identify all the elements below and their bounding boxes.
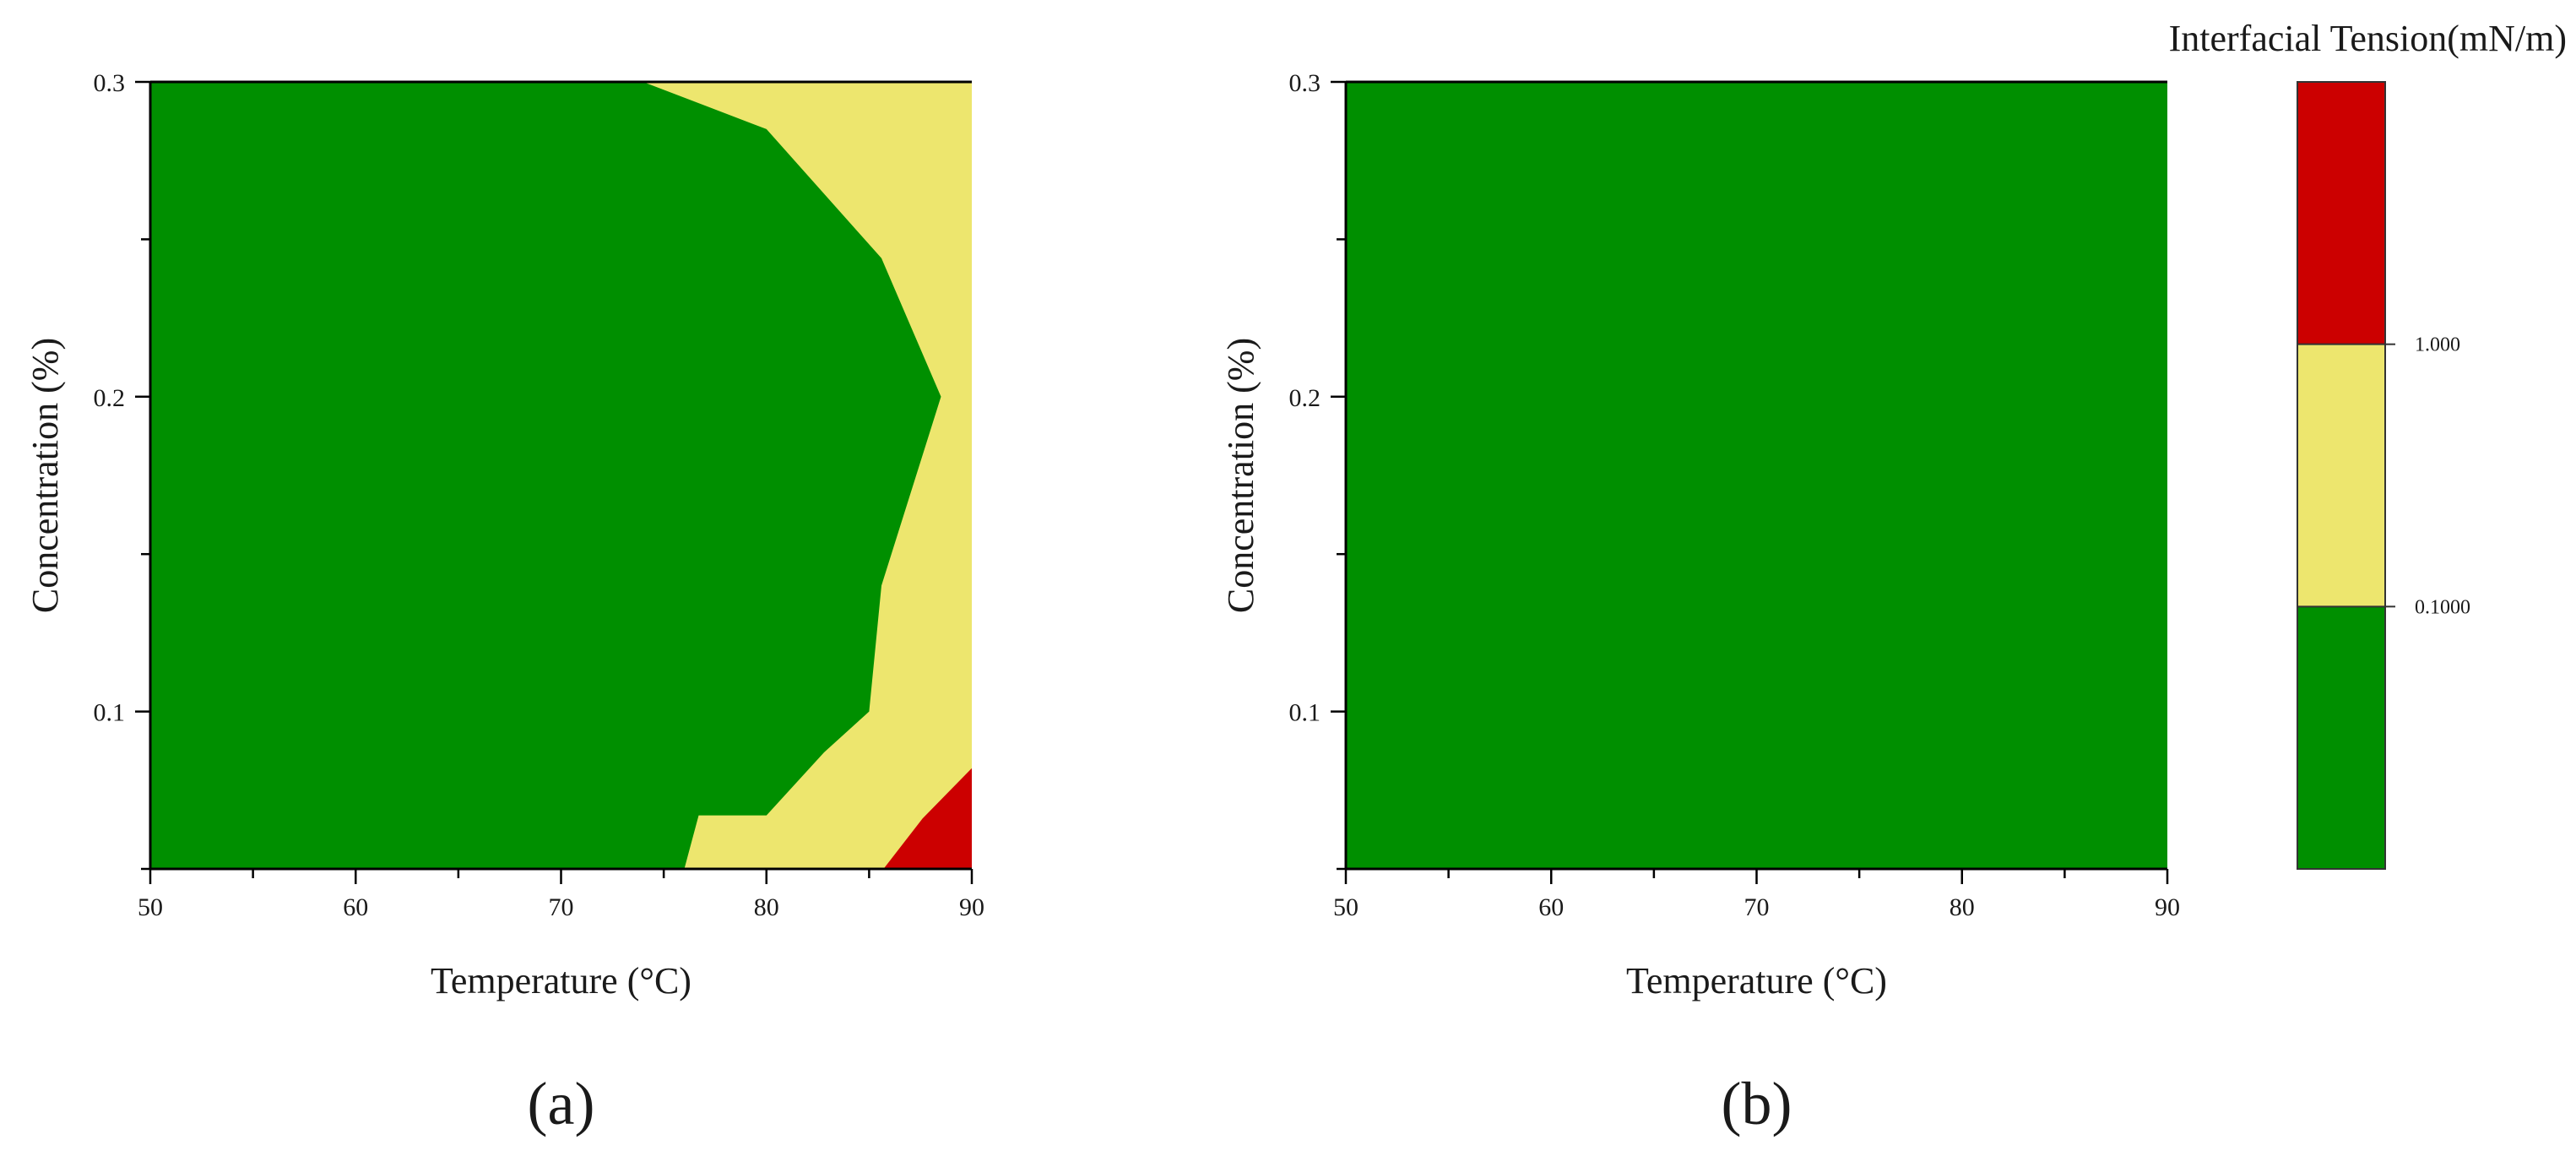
y-tick-label: 0.2 bbox=[1289, 384, 1321, 412]
y-tick-label: 0.1 bbox=[94, 699, 126, 727]
contour-region bbox=[883, 768, 972, 869]
x-tick-label: 60 bbox=[1538, 893, 1564, 921]
colorbar-label: 1.000 bbox=[2415, 334, 2460, 356]
contour-region bbox=[1346, 82, 2167, 869]
y-tick-label: 0.2 bbox=[94, 384, 126, 412]
x-tick-label: 80 bbox=[754, 893, 779, 921]
panel-label: (b) bbox=[1722, 1070, 1792, 1137]
y-axis-title: Concentration (%) bbox=[24, 338, 66, 613]
x-tick-label: 60 bbox=[343, 893, 368, 921]
x-axis-title: Temperature (°C) bbox=[431, 960, 691, 1001]
colorbar-swatch bbox=[2297, 344, 2385, 607]
colorbar: 1.000 0.1000 Interfacial Tension(mN/m) bbox=[2169, 18, 2567, 870]
y-tick-label: 0.3 bbox=[1289, 69, 1321, 97]
contour-region bbox=[643, 82, 972, 869]
x-tick-label: 50 bbox=[1333, 893, 1359, 921]
panel-a: 50 60 70 80 90 0.1 0.2 0.3 Temperature (°C) Conce… bbox=[24, 69, 984, 1137]
x-axis-title: Temperature (°C) bbox=[1626, 960, 1887, 1001]
y-tick-label: 0.1 bbox=[1289, 699, 1321, 727]
colorbar-title: Interfacial Tension(mN/m) bbox=[2169, 18, 2567, 59]
y-axis-title: Concentration (%) bbox=[1220, 338, 1261, 613]
colorbar-swatch bbox=[2297, 82, 2385, 345]
y-tick-label: 0.3 bbox=[94, 69, 126, 97]
panel-b: 50 60 70 80 90 0.1 0.2 0.3 Temperature (°C) Conce… bbox=[1220, 69, 2180, 1137]
colorbar-frame bbox=[2297, 81, 2386, 870]
x-tick-label: 70 bbox=[549, 893, 574, 921]
x-tick-label: 90 bbox=[2155, 893, 2180, 921]
contour-region bbox=[150, 82, 972, 869]
colorbar-swatch bbox=[2297, 606, 2385, 869]
x-tick-label: 80 bbox=[1950, 893, 1975, 921]
panel-label: (a) bbox=[528, 1070, 595, 1137]
x-tick-label: 70 bbox=[1744, 893, 1770, 921]
x-tick-label: 90 bbox=[959, 893, 984, 921]
colorbar-label: 0.1000 bbox=[2415, 596, 2470, 618]
x-tick-label: 50 bbox=[138, 893, 163, 921]
